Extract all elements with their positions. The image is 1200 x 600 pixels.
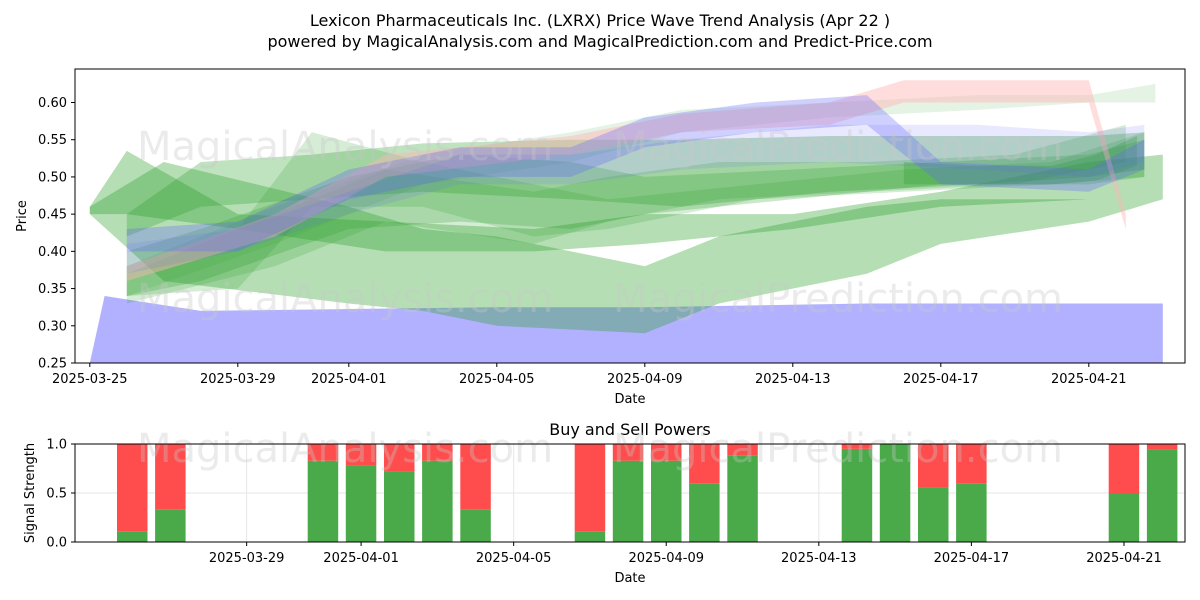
sell-bar-14	[918, 444, 949, 488]
price-xtick-label-3: 2025-04-05	[459, 372, 535, 387]
sell-bar-15	[956, 444, 987, 484]
price-axes: 0.25 0.30 0.35 0.40 0.45 0.50 0.55 0.60 2025-03-…	[38, 96, 1127, 387]
buy-bar-8	[612, 460, 644, 542]
signal-plot-frame	[74, 443, 1186, 543]
sell-bar-2	[307, 444, 339, 461]
price-band-11	[126, 124, 1145, 274]
price-ylabel: Price	[15, 200, 30, 232]
buy-bar-10	[689, 483, 720, 542]
sell-bar-1	[155, 444, 186, 510]
watermark-analysis-top: MagicalAnalysis.com	[137, 124, 553, 170]
sell-bar-12	[841, 444, 873, 449]
buy-bar-0	[117, 531, 148, 542]
chart-title-line2: powered by MagicalAnalysis.com and Magic…	[267, 32, 932, 51]
signal-xtick-label-5: 2025-04-17	[934, 551, 1010, 566]
price-band-0	[89, 296, 1163, 363]
watermark-prediction-bottom: MagicalPrediction.com	[613, 426, 1063, 472]
price-band-5	[126, 132, 1145, 296]
signal-ytick-label-0: 0.0	[46, 536, 67, 551]
signal-xlabel: Date	[614, 571, 645, 586]
price-ytick-label-5: 0.50	[38, 170, 67, 185]
price-band-6	[126, 124, 1126, 304]
price-band-1	[89, 162, 1163, 334]
price-xtick-label-6: 2025-04-17	[903, 372, 979, 387]
buy-bar-6	[460, 509, 491, 542]
price-xtick-label-2: 2025-04-01	[311, 372, 387, 387]
sell-bar-17	[1146, 444, 1178, 450]
buy-bar-13	[879, 444, 911, 542]
signal-xtick-label-6: 2025-04-21	[1086, 551, 1162, 566]
price-ytick-label-0: 0.25	[38, 357, 67, 372]
price-band-9	[126, 80, 1126, 282]
buy-bar-15	[956, 483, 987, 542]
signal-xtick-label-4: 2025-04-13	[781, 551, 857, 566]
signal-axes: 0.0 0.5 1.0 2025-03-29 2025-04-01 2025-04-05 2…	[46, 438, 1161, 567]
watermark-prediction-top: MagicalPrediction.com	[613, 124, 1063, 170]
signal-xtick-label-3: 2025-04-09	[628, 551, 704, 566]
buy-bar-11	[727, 455, 758, 542]
price-band-3	[126, 132, 1145, 237]
sell-bar-8	[612, 444, 644, 461]
buy-bar-7	[574, 531, 606, 542]
sell-bar-7	[574, 444, 606, 532]
buy-bar-9	[651, 460, 682, 542]
price-band-7	[903, 136, 1137, 185]
price-xtick-label-0: 2025-03-25	[52, 372, 128, 387]
price-band-4	[126, 139, 1145, 296]
sell-bar-0	[117, 444, 148, 532]
sell-bar-16	[1108, 444, 1140, 493]
price-xtick-label-7: 2025-04-21	[1051, 372, 1127, 387]
watermark-prediction-mid: MagicalPrediction.com	[613, 276, 1063, 322]
chart-title-line1: Lexicon Pharmaceuticals Inc. (LXRX) Pric…	[310, 11, 890, 30]
price-band-8	[126, 83, 1156, 297]
price-bands	[89, 80, 1163, 363]
buy-bar-3	[345, 465, 377, 542]
signal-xtick-label-1: 2025-04-01	[323, 551, 399, 566]
price-ytick-label-6: 0.55	[38, 133, 67, 148]
buy-bar-12	[841, 448, 873, 542]
watermark-analysis-bottom: MagicalAnalysis.com	[137, 426, 553, 472]
sell-bar-10	[689, 444, 720, 484]
price-band-2	[89, 150, 1163, 252]
signal-ylabel: Signal Strength	[23, 443, 38, 543]
signal-ytick-label-2: 1.0	[46, 438, 67, 453]
signal-ytick-label-1: 0.5	[46, 487, 67, 502]
buy-bar-5	[422, 460, 453, 542]
price-xtick-label-4: 2025-04-09	[607, 372, 683, 387]
signal-xtick-label-0: 2025-03-29	[209, 551, 285, 566]
price-ytick-label-1: 0.30	[38, 319, 67, 334]
buy-bar-14	[918, 487, 949, 542]
sell-bar-3	[345, 444, 377, 466]
sell-bar-6	[460, 444, 491, 510]
buy-bar-4	[384, 471, 415, 542]
sell-bar-9	[651, 444, 682, 461]
price-plot-frame	[74, 68, 1186, 364]
buy-bar-16	[1108, 493, 1140, 542]
price-xtick-label-1: 2025-03-29	[200, 372, 276, 387]
price-ytick-label-2: 0.35	[38, 282, 67, 297]
price-xtick-label-5: 2025-04-13	[755, 372, 831, 387]
price-xlabel: Date	[614, 392, 645, 407]
price-ytick-label-3: 0.40	[38, 245, 67, 260]
sell-bar-11	[727, 444, 758, 456]
sell-bar-4	[384, 444, 415, 472]
signal-chart-title: Buy and Sell Powers	[549, 420, 711, 439]
watermark-analysis-mid: MagicalAnalysis.com	[137, 276, 553, 322]
buy-bar-1	[155, 509, 186, 542]
signal-bars	[117, 444, 1178, 542]
sell-bar-5	[422, 444, 453, 461]
price-ytick-label-4: 0.45	[38, 208, 67, 223]
signal-xtick-label-2: 2025-04-05	[476, 551, 552, 566]
buy-bar-2	[307, 460, 339, 542]
price-band-10	[126, 95, 1145, 252]
price-ytick-label-7: 0.60	[38, 96, 67, 111]
buy-bar-17	[1146, 449, 1178, 542]
